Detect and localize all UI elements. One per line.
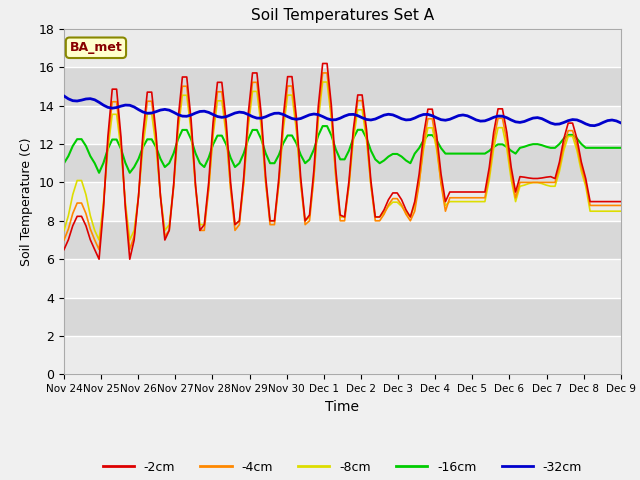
Bar [64,221,621,259]
Bar [64,259,621,298]
X-axis label: Time: Time [325,400,360,414]
Text: BA_met: BA_met [70,41,122,54]
Bar [64,298,621,336]
Bar [64,67,621,106]
Legend: -2cm, -4cm, -8cm, -16cm, -32cm: -2cm, -4cm, -8cm, -16cm, -32cm [97,456,588,479]
Bar [64,106,621,144]
Bar [64,144,621,182]
Y-axis label: Soil Temperature (C): Soil Temperature (C) [20,137,33,266]
Bar [64,336,621,374]
Bar [64,182,621,221]
Title: Soil Temperatures Set A: Soil Temperatures Set A [251,9,434,24]
Bar [64,29,621,67]
